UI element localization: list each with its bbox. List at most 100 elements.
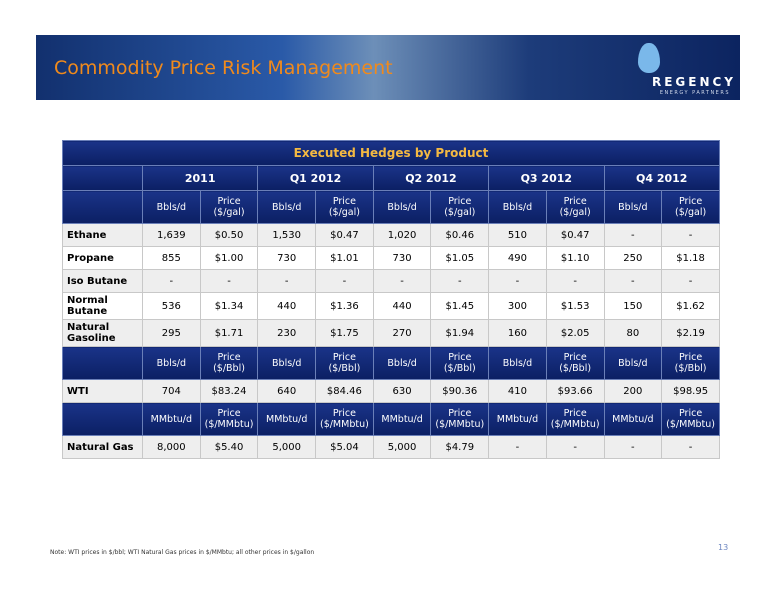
table-cell: - xyxy=(257,269,317,293)
table-cell: - xyxy=(661,269,720,293)
unit-header: Price ($/MMbtu) xyxy=(430,402,490,436)
table-cell: $2.05 xyxy=(545,319,605,347)
note: Note: WTI prices in $/bbl; WTI Natural G… xyxy=(50,549,315,556)
table-cell: 250 xyxy=(603,246,663,270)
table-cell: $0.50 xyxy=(199,223,259,247)
table-cell: - xyxy=(603,269,663,293)
unit-header: Bbls/d xyxy=(603,190,663,224)
table-cell: $2.19 xyxy=(661,319,720,347)
table-cell: - xyxy=(603,435,663,459)
unit-header: Price ($/Bbl) xyxy=(199,346,259,380)
unit-header: Price ($/gal) xyxy=(199,190,259,224)
table-cell: $1.36 xyxy=(315,292,374,320)
table-cell: $1.10 xyxy=(545,246,605,270)
corner-cell xyxy=(62,402,143,436)
table-cell: 8,000 xyxy=(142,435,201,459)
table-cell: - xyxy=(545,435,605,459)
table-cell: $0.46 xyxy=(430,223,490,247)
table-cell: - xyxy=(372,269,432,293)
table-cell: - xyxy=(199,269,259,293)
table-cell: - xyxy=(488,435,547,459)
unit-header: Price ($/gal) xyxy=(661,190,720,224)
unit-header: Bbls/d xyxy=(488,190,547,224)
unit-header: Bbls/d xyxy=(142,190,201,224)
unit-header: MMbtu/d xyxy=(257,402,317,436)
table-cell: $0.47 xyxy=(315,223,374,247)
table-row: 2011 Q1 2012 Q2 2012 Q3 2012 Q4 2012 xyxy=(62,165,720,191)
table-cell: - xyxy=(661,223,720,247)
table-cell: $4.79 xyxy=(430,435,490,459)
table-cell: $90.36 xyxy=(430,379,490,403)
table-cell: - xyxy=(603,223,663,247)
table-cell: $1.53 xyxy=(545,292,605,320)
unit-header: Bbls/d xyxy=(488,346,547,380)
unit-header: Price ($/Bbl) xyxy=(430,346,490,380)
period-header: Q2 2012 xyxy=(372,165,490,191)
table-cell: 730 xyxy=(257,246,317,270)
table-row: Natural Gas 8,000 $5.40 5,000 $5.04 5,000 $4.7… xyxy=(62,435,720,459)
unit-header: MMbtu/d xyxy=(603,402,663,436)
table-cell: 5,000 xyxy=(372,435,432,459)
unit-header: Price ($/MMbtu) xyxy=(545,402,605,436)
table-cell: $83.24 xyxy=(199,379,259,403)
corner-cell xyxy=(62,165,143,191)
table-cell: $1.94 xyxy=(430,319,490,347)
table-cell: 1,020 xyxy=(372,223,432,247)
table-cell: $5.40 xyxy=(199,435,259,459)
table-cell: 640 xyxy=(257,379,317,403)
unit-header: Price ($/MMbtu) xyxy=(661,402,720,436)
unit-header: Bbls/d xyxy=(142,346,201,380)
unit-header: Bbls/d xyxy=(372,346,432,380)
corner-cell xyxy=(62,346,143,380)
table-cell: 1,530 xyxy=(257,223,317,247)
table-cell: 704 xyxy=(142,379,201,403)
table-cell: - xyxy=(315,269,374,293)
table-cell: 200 xyxy=(603,379,663,403)
table-cell: $5.04 xyxy=(315,435,374,459)
unit-header: Price ($/gal) xyxy=(315,190,374,224)
unit-header: Bbls/d xyxy=(372,190,432,224)
table-cell: - xyxy=(142,269,201,293)
period-header: 2011 xyxy=(141,165,259,191)
logo-icon xyxy=(638,43,660,73)
table-row: Bbls/d Price ($/gal) Bbls/d Price ($/gal) Bb… xyxy=(62,190,720,224)
table-row: WTI 704 $83.24 640 $84.46 630 $90.36 410 $93.66 2… xyxy=(62,379,720,403)
table-cell: - xyxy=(545,269,605,293)
table-cell: - xyxy=(488,269,547,293)
table-row: Ethane 1,639 $0.50 1,530 $0.47 1,020 $0.46 510 $… xyxy=(62,223,720,247)
slide-title: Commodity Price Risk Management xyxy=(54,57,393,79)
table-cell: $0.47 xyxy=(545,223,605,247)
logo-subtitle: ENERGY PARTNERS xyxy=(659,90,730,96)
table-title: Executed Hedges by Product xyxy=(62,140,720,166)
hedge-table: Executed Hedges by Product 2011 Q1 2012 Q2 … xyxy=(62,140,720,459)
table-cell: $1.45 xyxy=(430,292,490,320)
unit-header: Bbls/d xyxy=(603,346,663,380)
unit-header: Bbls/d xyxy=(257,346,317,380)
table-cell: $98.95 xyxy=(661,379,720,403)
row-label: Natural Gasoline xyxy=(62,319,143,347)
unit-header: Price ($/Bbl) xyxy=(545,346,605,380)
table-cell: 160 xyxy=(488,319,547,347)
row-label: Iso Butane xyxy=(62,269,143,293)
unit-header: Price ($/gal) xyxy=(545,190,605,224)
period-header: Q3 2012 xyxy=(488,165,605,191)
table-row: Natural Gasoline 295 $1.71 230 $1.75 270 $1.94… xyxy=(62,319,720,347)
unit-header: Price ($/MMbtu) xyxy=(199,402,259,436)
unit-header: Price ($/Bbl) xyxy=(661,346,720,380)
table-cell: 440 xyxy=(372,292,432,320)
table-cell: 270 xyxy=(372,319,432,347)
table-cell: $1.00 xyxy=(199,246,259,270)
unit-header: MMbtu/d xyxy=(488,402,547,436)
table-cell: $1.05 xyxy=(430,246,490,270)
table-cell: $1.71 xyxy=(199,319,259,347)
table-row: Normal Butane 536 $1.34 440 $1.36 440 $1.45 300… xyxy=(62,292,720,320)
table-cell: $84.46 xyxy=(315,379,374,403)
table-cell: 630 xyxy=(372,379,432,403)
table-cell: 80 xyxy=(603,319,663,347)
period-header: Q1 2012 xyxy=(257,165,374,191)
row-label: Propane xyxy=(62,246,143,270)
row-label: Normal Butane xyxy=(62,292,143,320)
unit-header: Price ($/Bbl) xyxy=(315,346,374,380)
unit-header: MMbtu/d xyxy=(142,402,201,436)
